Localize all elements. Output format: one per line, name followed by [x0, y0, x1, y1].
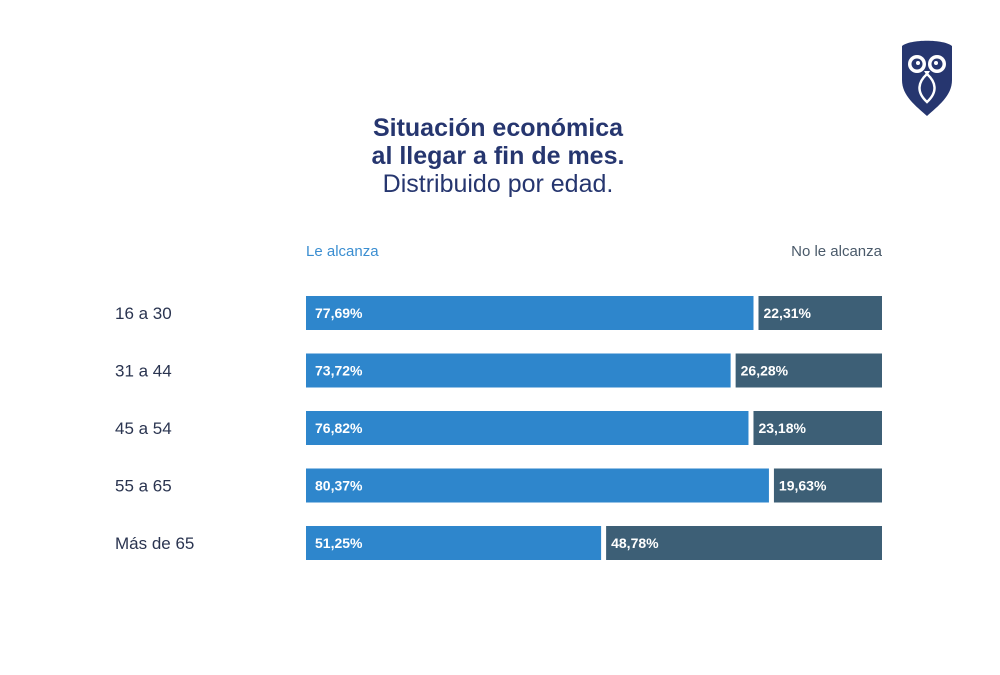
- data-label-le-alcanza: 73,72%: [315, 363, 363, 379]
- data-label-le-alcanza: 80,37%: [315, 478, 363, 494]
- bar-le-alcanza: [306, 411, 749, 445]
- chart-subtitle: Distribuido por edad.: [382, 170, 614, 198]
- data-label-le-alcanza: 77,69%: [315, 305, 363, 321]
- bar-no-le-alcanza: [758, 296, 882, 330]
- data-label-no-le-alcanza: 19,63%: [779, 478, 827, 494]
- bar-le-alcanza: [306, 296, 754, 330]
- category-label: Más de 65: [115, 534, 194, 553]
- bar-le-alcanza: [306, 526, 602, 560]
- bar-no-le-alcanza: [753, 411, 882, 445]
- bar-le-alcanza: [306, 468, 769, 503]
- legend-le-alcanza: Le alcanza: [306, 243, 379, 260]
- data-label-no-le-alcanza: 26,28%: [741, 363, 789, 379]
- data-label-no-le-alcanza: 23,18%: [758, 420, 806, 436]
- owl-logo-icon: [902, 40, 952, 116]
- legend-no-le-alcanza: No le alcanza: [791, 243, 882, 260]
- bar-no-le-alcanza: [735, 353, 882, 388]
- category-label: 16 a 30: [115, 304, 172, 323]
- bar-no-le-alcanza: [773, 468, 882, 503]
- chart-title-line-2: al llegar a fin de mes.: [371, 142, 625, 170]
- bar-no-le-alcanza: [606, 526, 882, 560]
- data-label-no-le-alcanza: 22,31%: [763, 305, 811, 321]
- bar-le-alcanza: [306, 353, 731, 388]
- category-label: 45 a 54: [115, 419, 172, 438]
- data-label-no-le-alcanza: 48,78%: [611, 535, 659, 551]
- data-label-le-alcanza: 51,25%: [315, 535, 363, 551]
- category-label: 31 a 44: [115, 362, 172, 381]
- data-label-le-alcanza: 76,82%: [315, 420, 363, 436]
- chart-title-line-1: Situación económica: [372, 114, 624, 142]
- category-label: 55 a 65: [115, 477, 172, 496]
- chart-title-block: Situación económica al llegar a fin de m…: [298, 114, 698, 198]
